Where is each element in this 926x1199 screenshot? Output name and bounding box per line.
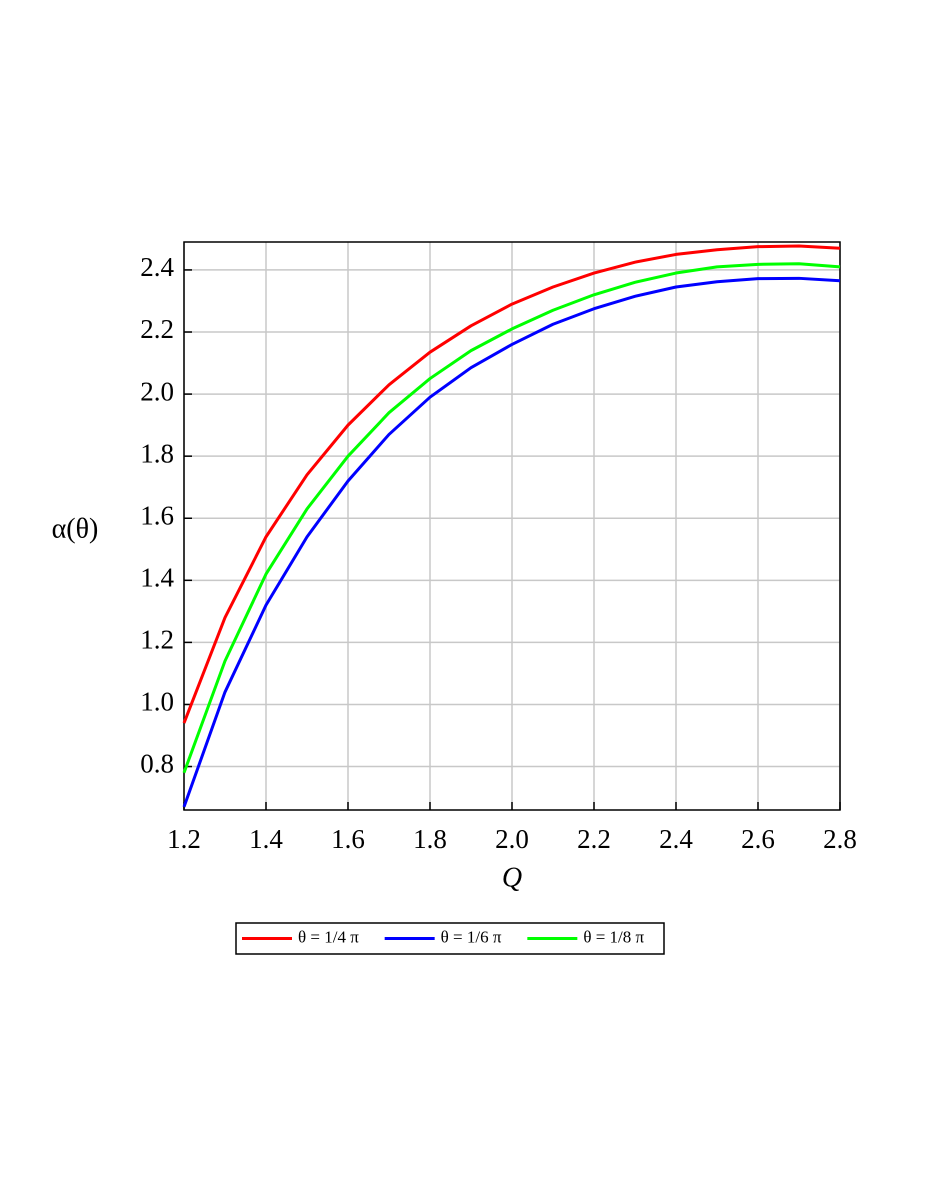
x-tick-label: 1.4 [249, 824, 283, 854]
y-tick-label: 1.4 [140, 563, 174, 593]
y-tick-label: 1.6 [140, 500, 174, 530]
y-tick-label: 0.8 [140, 749, 174, 779]
y-tick-label: 2.0 [140, 376, 174, 406]
legend-label: θ = 1/8 π [583, 927, 644, 946]
line-series [182, 262, 841, 774]
x-tick-label: 1.6 [331, 824, 365, 854]
legend-label: θ = 1/4 π [298, 927, 359, 946]
legend: θ = 1/4 π θ = 1/6 π θ = 1/8 π [235, 922, 665, 955]
x-tick-label: 2.4 [659, 824, 693, 854]
y-axis-label: α(θ) [52, 513, 99, 544]
y-tick-label: 1.2 [140, 625, 174, 655]
x-tick-label: 2.2 [577, 824, 611, 854]
x-tick-label: 2.0 [495, 824, 529, 854]
y-tick-label: 1.0 [140, 687, 174, 717]
y-tick-label: 2.2 [140, 314, 174, 344]
x-tick-label: 1.2 [167, 824, 201, 854]
y-tick-label: 1.8 [140, 438, 174, 468]
line-series [182, 276, 841, 808]
legend-label: θ = 1/6 π [441, 927, 502, 946]
x-tick-label: 2.6 [741, 824, 775, 854]
legend-box [235, 922, 665, 955]
x-tick-label: 1.8 [413, 824, 447, 854]
x-tick-label: 2.8 [823, 824, 857, 854]
plot-frame [183, 241, 841, 811]
y-tick-label: 2.4 [140, 252, 174, 282]
x-axis-label: Q [502, 862, 522, 893]
line-series [182, 244, 841, 724]
